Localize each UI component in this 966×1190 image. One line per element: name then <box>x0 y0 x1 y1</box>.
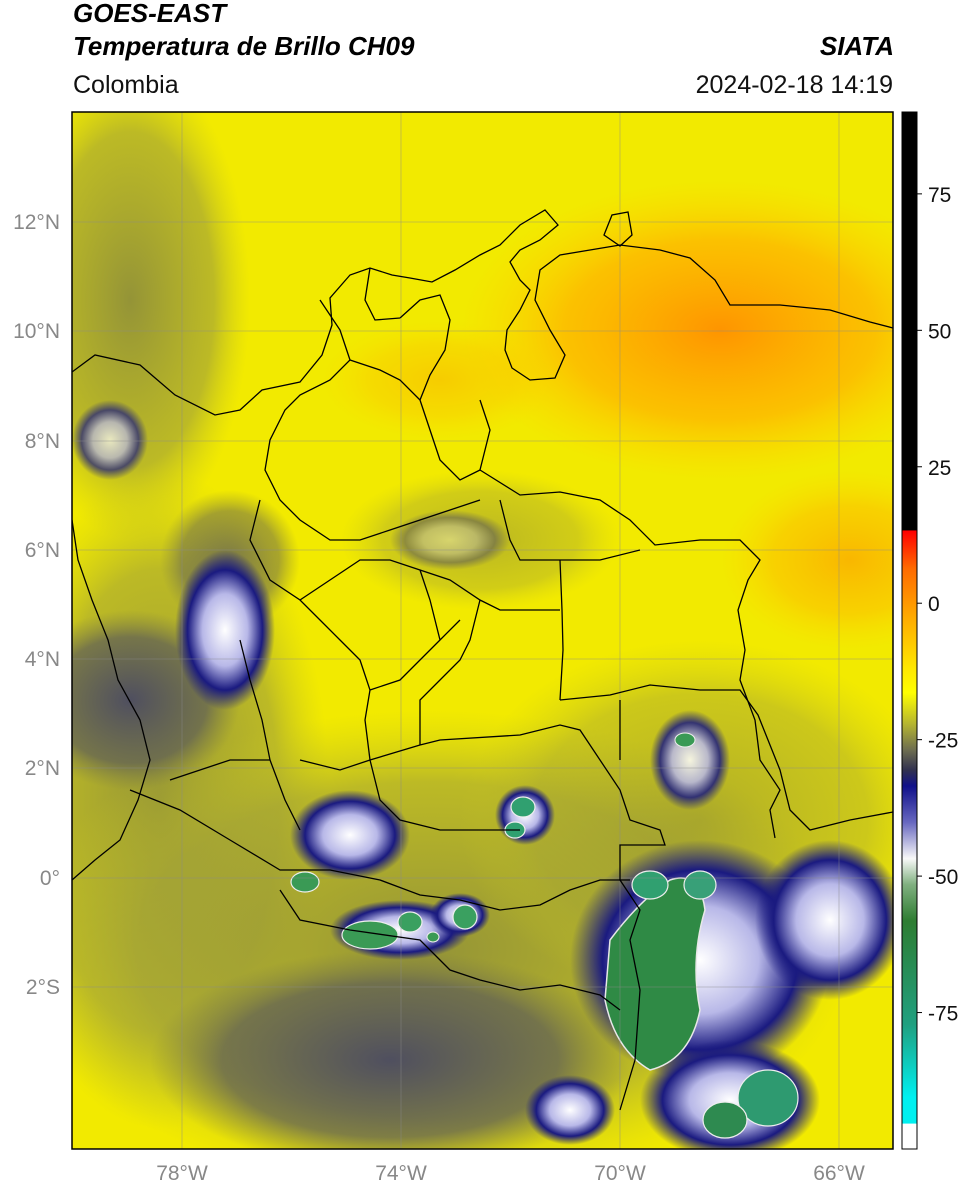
lon-tick-label: 66°W <box>813 1162 865 1185</box>
colorbar-tick-label: 0 <box>928 593 940 616</box>
colorbar-tick-label: -50 <box>928 866 958 889</box>
colombia-brazil-border <box>559 684 893 831</box>
colorbar-tick-label: 50 <box>928 320 951 343</box>
brightness-temperature-field <box>72 112 893 1149</box>
latitude-axis: 12°N 10°N 8°N 6°N 4°N 2°N 0° 2°S <box>13 211 60 999</box>
colombia-venezuela-border <box>479 399 781 839</box>
lat-tick-label: 4°N <box>25 648 60 671</box>
peru-ecuador-border <box>279 889 621 1011</box>
dept-borders-south <box>169 639 520 831</box>
lon-tick-label: 78°W <box>156 1162 208 1185</box>
longitude-axis: 78°W 74°W 70°W 66°W <box>156 1162 865 1185</box>
lat-tick-label: 12°N <box>13 211 60 234</box>
paraguana-peninsula <box>603 211 633 247</box>
lat-tick-label: 2°S <box>26 976 60 999</box>
colorbar-frame <box>901 111 918 1150</box>
region-label: Colombia <box>73 71 179 99</box>
colorbar-axis: 75 50 25 0 -25 -50 -75 <box>917 184 958 1026</box>
dept-borders-north <box>264 267 481 541</box>
colombia-peru-border <box>419 724 666 1111</box>
lat-tick-label: 0° <box>40 867 60 890</box>
satellite-title: GOES-EAST <box>73 0 227 28</box>
colorbar-tick-label: -75 <box>928 1003 958 1026</box>
dept-borders-central <box>249 499 641 761</box>
timestamp-label: 2024-02-18 14:19 <box>695 71 893 99</box>
lat-tick-label: 2°N <box>25 757 60 780</box>
colombia-ecuador-border <box>129 789 630 911</box>
lon-tick-label: 74°W <box>375 1162 427 1185</box>
colorbar-tick-label: 25 <box>928 457 951 480</box>
brand-label: SIATA <box>819 31 894 61</box>
colorbar <box>902 112 917 1149</box>
colorbar-tick-label: -25 <box>928 730 958 753</box>
lat-tick-label: 10°N <box>13 320 60 343</box>
product-title: Temperatura de Brillo CH09 <box>73 31 415 61</box>
map-frame <box>71 111 894 1150</box>
lat-tick-label: 6°N <box>25 539 60 562</box>
pacific-coast <box>72 519 151 881</box>
caribbean-coast <box>72 209 893 416</box>
dept-border-vichada <box>419 559 621 760</box>
colorbar-tick-label: 75 <box>928 184 951 207</box>
graticule <box>72 112 893 1149</box>
lon-tick-label: 70°W <box>594 1162 646 1185</box>
lat-tick-label: 8°N <box>25 430 60 453</box>
coastlines-and-borders <box>72 209 893 1111</box>
